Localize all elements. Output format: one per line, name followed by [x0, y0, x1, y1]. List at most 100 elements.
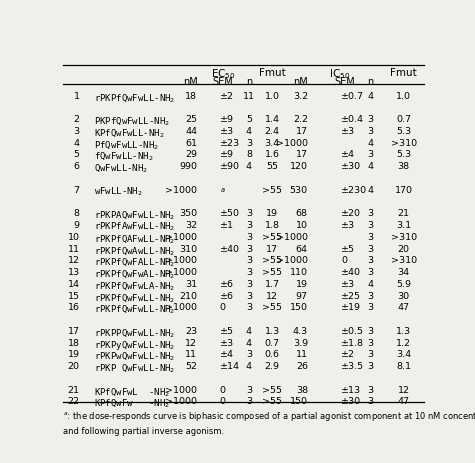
Text: 2: 2 [74, 115, 80, 124]
Text: PfQwFwLL-NH$_2$: PfQwFwLL-NH$_2$ [95, 138, 160, 150]
Text: 3: 3 [246, 257, 252, 265]
Text: 32: 32 [185, 221, 198, 230]
Text: ±3: ±3 [341, 221, 355, 230]
Text: >55: >55 [262, 257, 282, 265]
Text: IC$_{50}$: IC$_{50}$ [329, 68, 350, 81]
Text: ±13: ±13 [341, 386, 361, 394]
Text: ±6: ±6 [219, 280, 234, 289]
Text: 4.3: 4.3 [293, 327, 308, 336]
Text: 20: 20 [398, 244, 409, 254]
Text: ±6: ±6 [219, 292, 234, 300]
Text: 44: 44 [185, 127, 198, 136]
Text: 2.2: 2.2 [293, 115, 308, 124]
Text: ±0.5: ±0.5 [341, 327, 364, 336]
Text: ±5: ±5 [219, 327, 234, 336]
Text: 3: 3 [367, 362, 373, 371]
Text: >1000: >1000 [165, 303, 198, 313]
Text: Fmut: Fmut [390, 68, 417, 78]
Text: 12: 12 [266, 292, 278, 300]
Text: 5.3: 5.3 [396, 127, 411, 136]
Text: 11: 11 [296, 350, 308, 359]
Text: ±3: ±3 [219, 127, 234, 136]
Text: >1000: >1000 [276, 138, 308, 148]
Text: nM: nM [183, 77, 198, 87]
Text: 1.0: 1.0 [265, 92, 280, 100]
Text: 4: 4 [74, 138, 80, 148]
Text: SEM: SEM [213, 77, 234, 87]
Text: >55: >55 [262, 268, 282, 277]
Text: rPKPfQwFwAL-NH$_2$: rPKPfQwFwAL-NH$_2$ [95, 268, 176, 280]
Text: 1.8: 1.8 [265, 221, 280, 230]
Text: ±2: ±2 [219, 92, 234, 100]
Text: 15: 15 [67, 292, 80, 300]
Text: 3: 3 [246, 244, 252, 254]
Text: PKPfQwFwLL-NH$_2$: PKPfQwFwLL-NH$_2$ [95, 115, 170, 127]
Text: >310: >310 [390, 138, 417, 148]
Text: 47: 47 [398, 397, 409, 407]
Text: rPKPfAwFwLL-NH$_2$: rPKPfAwFwLL-NH$_2$ [95, 221, 176, 233]
Text: 4: 4 [368, 162, 373, 171]
Text: 3: 3 [367, 221, 373, 230]
Text: 3: 3 [246, 397, 252, 407]
Text: 20: 20 [67, 362, 80, 371]
Text: n: n [246, 77, 252, 87]
Text: rPKPyQwFwLL-NH$_2$: rPKPyQwFwLL-NH$_2$ [95, 338, 176, 351]
Text: 3.2: 3.2 [293, 92, 308, 100]
Text: ±30: ±30 [341, 397, 361, 407]
Text: KPfQwFwLL-NH$_2$: KPfQwFwLL-NH$_2$ [95, 127, 165, 139]
Text: ±3: ±3 [341, 127, 355, 136]
Text: Fmut: Fmut [259, 68, 285, 78]
Text: ±4: ±4 [219, 350, 234, 359]
Text: >310: >310 [390, 233, 417, 242]
Text: >1000: >1000 [165, 257, 198, 265]
Text: 350: 350 [179, 209, 198, 218]
Text: 4: 4 [368, 92, 373, 100]
Text: 5.3: 5.3 [396, 150, 411, 159]
Text: 3: 3 [367, 150, 373, 159]
Text: 0.6: 0.6 [265, 350, 280, 359]
Text: rPKPfQwAwLL-NH$_2$: rPKPfQwAwLL-NH$_2$ [95, 244, 176, 257]
Text: ±19: ±19 [341, 303, 361, 313]
Text: 1.2: 1.2 [396, 338, 411, 348]
Text: 3: 3 [367, 233, 373, 242]
Text: 3: 3 [367, 257, 373, 265]
Text: 19: 19 [266, 209, 278, 218]
Text: 26: 26 [296, 362, 308, 371]
Text: 12: 12 [185, 338, 198, 348]
Text: 3: 3 [246, 221, 252, 230]
Text: 68: 68 [296, 209, 308, 218]
Text: 3: 3 [367, 115, 373, 124]
Text: 64: 64 [296, 244, 308, 254]
Text: KPfQwFw   -NH$_2$: KPfQwFw -NH$_2$ [95, 397, 170, 409]
Text: 97: 97 [296, 292, 308, 300]
Text: 1.4: 1.4 [265, 115, 280, 124]
Text: 110: 110 [290, 268, 308, 277]
Text: 17: 17 [296, 150, 308, 159]
Text: 55: 55 [266, 162, 278, 171]
Text: 21: 21 [398, 209, 409, 218]
Text: 18: 18 [67, 338, 80, 348]
Text: 0: 0 [219, 397, 226, 407]
Text: 3.9: 3.9 [293, 338, 308, 348]
Text: 990: 990 [180, 162, 198, 171]
Text: 12: 12 [398, 386, 409, 394]
Text: 3: 3 [367, 327, 373, 336]
Text: 4: 4 [368, 186, 373, 194]
Text: 3: 3 [367, 386, 373, 394]
Text: rPKPfQwFwLL-NH$_2$: rPKPfQwFwLL-NH$_2$ [95, 292, 176, 304]
Text: 4: 4 [246, 362, 252, 371]
Text: ±40: ±40 [341, 268, 361, 277]
Text: KPfQwFwL  -NH$_2$: KPfQwFwL -NH$_2$ [95, 386, 170, 398]
Text: QwFwLL-NH$_2$: QwFwLL-NH$_2$ [95, 162, 149, 174]
Text: 1.3: 1.3 [265, 327, 280, 336]
Text: 61: 61 [185, 138, 198, 148]
Text: SEM: SEM [334, 77, 355, 87]
Text: 18: 18 [185, 92, 198, 100]
Text: 4: 4 [368, 138, 373, 148]
Text: 3: 3 [246, 292, 252, 300]
Text: 3: 3 [246, 268, 252, 277]
Text: 38: 38 [296, 386, 308, 394]
Text: 3: 3 [367, 303, 373, 313]
Text: 1: 1 [74, 92, 80, 100]
Text: 170: 170 [395, 186, 413, 194]
